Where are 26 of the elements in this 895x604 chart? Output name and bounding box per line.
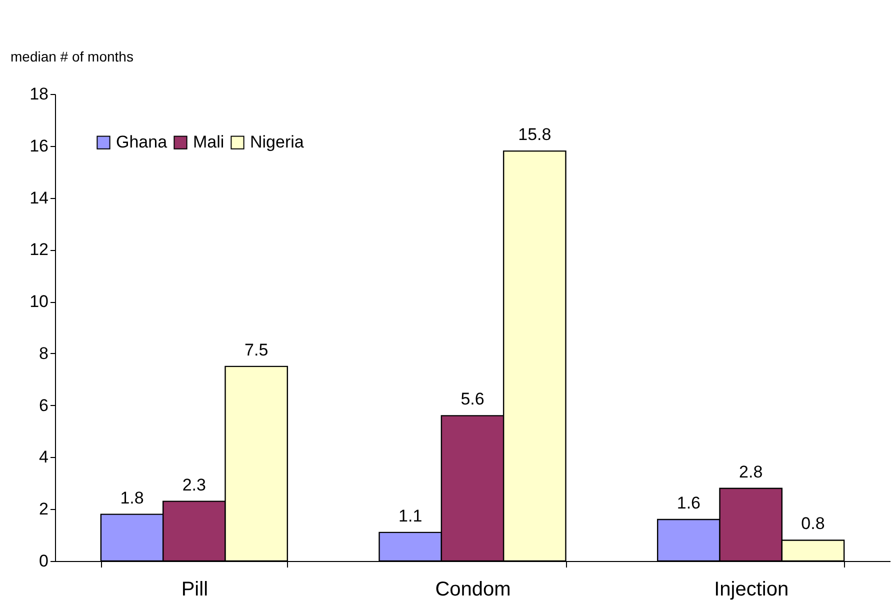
x-tick-label: Injection: [714, 578, 789, 600]
data-label: 7.5: [244, 340, 268, 360]
legend-label: Nigeria: [250, 132, 304, 152]
x-tick-label: Pill: [181, 578, 208, 600]
data-label: 1.1: [398, 506, 422, 526]
legend-label: Ghana: [116, 132, 168, 152]
y-tick-label: 6: [39, 396, 48, 415]
data-label: 2.3: [182, 475, 206, 494]
x-tick-label: Condom: [435, 578, 511, 600]
y-tick-label: 18: [30, 84, 48, 104]
data-label: 2.8: [739, 462, 763, 482]
y-tick-label: 12: [30, 240, 48, 260]
y-tick-label: 2: [39, 500, 48, 519]
data-label: 15.8: [518, 125, 552, 144]
data-label: 1.6: [676, 493, 700, 512]
data-label: 1.8: [120, 488, 144, 508]
y-tick-label: 10: [30, 292, 48, 312]
y-tick-label: 16: [30, 136, 48, 156]
data-label: 5.6: [460, 390, 484, 409]
y-tick-label: 8: [39, 344, 48, 363]
y-tick-label: 4: [39, 448, 48, 467]
y-axis-title: median # of months: [10, 48, 134, 64]
y-tick-label: 0: [39, 552, 48, 570]
data-label: 0.8: [801, 514, 825, 534]
y-tick-label: 14: [30, 188, 48, 208]
legend-label: Mali: [193, 132, 224, 152]
